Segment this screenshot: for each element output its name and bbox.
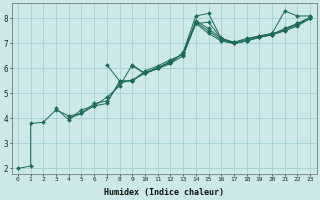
X-axis label: Humidex (Indice chaleur): Humidex (Indice chaleur): [104, 188, 224, 197]
